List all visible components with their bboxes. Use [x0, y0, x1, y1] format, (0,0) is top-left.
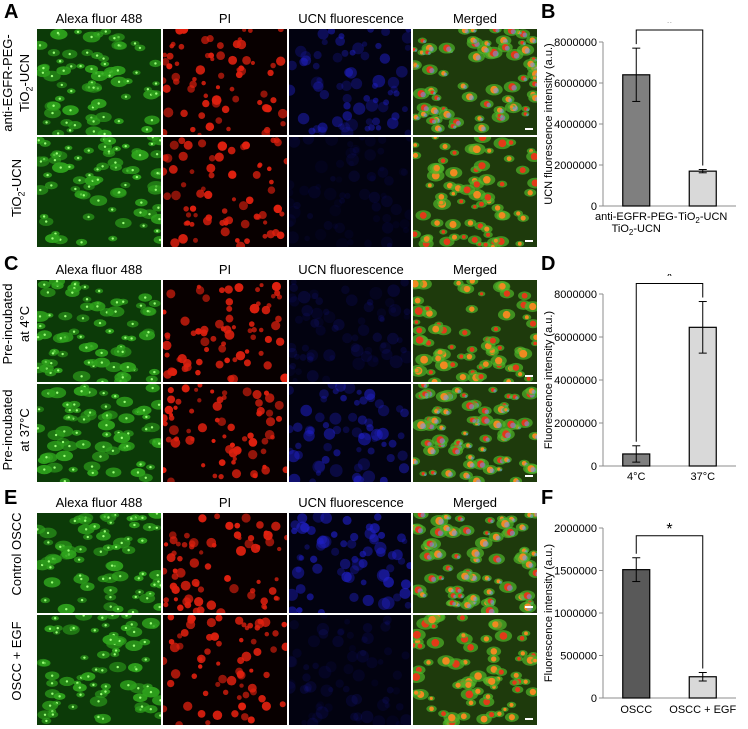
col-header-ucn: UCN fluorescence	[298, 495, 404, 510]
x-tick-label: 37°C	[690, 471, 715, 483]
y-tick-label: 8000000	[554, 289, 597, 301]
x-tick-label: OSCC	[620, 704, 652, 716]
micrograph-green	[37, 29, 161, 135]
bar	[622, 569, 651, 699]
significance-bracket	[635, 535, 704, 669]
col-header-pi: PI	[218, 495, 232, 510]
col-header-alexa: Alexa fluor 488	[55, 495, 143, 510]
y-tick-label: 1500000	[554, 566, 597, 578]
y-axis-label: Fluorescence intensity (a.u.)	[543, 311, 555, 449]
panel-letter-f: F	[541, 487, 554, 509]
scale-bar	[525, 475, 533, 477]
row-label-control-oscc: Control OSCC	[9, 512, 24, 596]
micrograph-red	[163, 513, 287, 613]
micrograph-green	[37, 384, 161, 482]
scale-bar	[525, 375, 533, 377]
y-axis-label: Fluorescence intensity (a.u.)	[543, 544, 555, 682]
micrograph-green	[37, 137, 161, 247]
scale-bar	[525, 128, 533, 130]
col-header-ucn: UCN fluorescence	[298, 11, 404, 26]
panel-letter-e: E	[4, 487, 18, 509]
micrograph-blue	[289, 384, 411, 482]
col-header-alexa: Alexa fluor 488	[55, 11, 143, 26]
bar	[688, 170, 717, 207]
y-tick-label: 4000000	[554, 119, 597, 131]
y-tick-label: 4000000	[554, 375, 597, 387]
row-label-oscc-egf: OSCC + EGF	[9, 621, 24, 701]
significance-star: *	[666, 22, 672, 32]
micrograph-red	[163, 615, 287, 725]
micrograph-green	[37, 513, 161, 613]
chart-d: 0 2000000 4000000 6000000 8000000 Fluorescenc…	[543, 274, 736, 483]
y-tick-label: 500000	[560, 651, 597, 663]
y-tick-label: 8000000	[554, 37, 597, 49]
col-header-ucn: UCN fluorescence	[298, 262, 404, 277]
y-tick-label: 1000000	[554, 608, 597, 620]
significance-star: *	[666, 274, 672, 286]
y-tick-label: 2000000	[554, 523, 597, 535]
micrograph-merged	[413, 615, 537, 725]
panel-letter-d: D	[541, 253, 556, 275]
row-label-4c: Pre-incubated at 4°C	[0, 283, 32, 365]
micrograph-merged	[413, 384, 537, 482]
col-header-pi: PI	[218, 262, 232, 277]
scale-bar	[525, 606, 533, 608]
row-label-anti-egfr: anti-EGFR-PEG- TiO2-UCN	[0, 34, 35, 132]
col-header-merged: Merged	[452, 495, 498, 510]
significance-star: *	[666, 521, 672, 538]
panel-letter-a: A	[4, 1, 19, 23]
scale-bar	[525, 240, 533, 242]
y-tick-label: 0	[591, 201, 597, 213]
y-tick-label: 6000000	[554, 332, 597, 344]
x-tick-label: OSCC + EGF	[669, 704, 736, 716]
y-tick-label: 0	[591, 461, 597, 473]
micrograph-merged	[413, 137, 537, 247]
micrograph-blue	[289, 280, 411, 382]
col-header-merged: Merged	[452, 262, 498, 277]
micrograph-merged	[413, 513, 537, 613]
row-label-tio2-ucn: TiO2-UCN	[9, 159, 27, 217]
y-tick-label: 2000000	[554, 160, 597, 172]
micrograph-red	[163, 137, 287, 247]
micrograph-green	[37, 615, 161, 725]
scale-bar	[525, 718, 533, 720]
y-tick-label: 2000000	[554, 418, 597, 430]
micrograph-merged	[413, 280, 537, 382]
micrograph-blue	[289, 615, 411, 725]
chart-f: 0 500000 1000000 1500000 2000000 Fluorescence…	[543, 521, 736, 716]
col-header-merged: Merged	[452, 11, 498, 26]
y-axis-label: UCN fluorescence intensity (a.u.)	[543, 43, 555, 204]
panel-letter-b: B	[541, 1, 556, 23]
y-tick-label: 6000000	[554, 78, 597, 90]
micrograph-green	[37, 280, 161, 382]
micrograph-blue	[289, 137, 411, 247]
y-tick-label: 0	[591, 693, 597, 705]
x-tick-label: anti-EGFR-PEG-	[595, 211, 678, 223]
x-tick-label: 4°C	[627, 471, 646, 483]
col-header-alexa: Alexa fluor 488	[55, 262, 143, 277]
micrograph-red	[163, 29, 287, 135]
x-tick-label: TiO2-UCN	[678, 211, 727, 225]
row-label-37c: Pre-incubated at 37°C	[0, 389, 32, 471]
panel-letter-c: C	[4, 253, 19, 275]
x-tick-label: TiO2-UCN	[612, 223, 661, 237]
significance-bracket	[635, 283, 704, 442]
micrograph-red	[163, 384, 287, 482]
micrograph-merged	[413, 29, 537, 135]
micrograph-blue	[289, 29, 411, 135]
micrograph-red	[163, 280, 287, 382]
significance-bracket	[635, 29, 704, 166]
micrograph-blue	[289, 513, 411, 613]
col-header-pi: PI	[218, 11, 232, 26]
